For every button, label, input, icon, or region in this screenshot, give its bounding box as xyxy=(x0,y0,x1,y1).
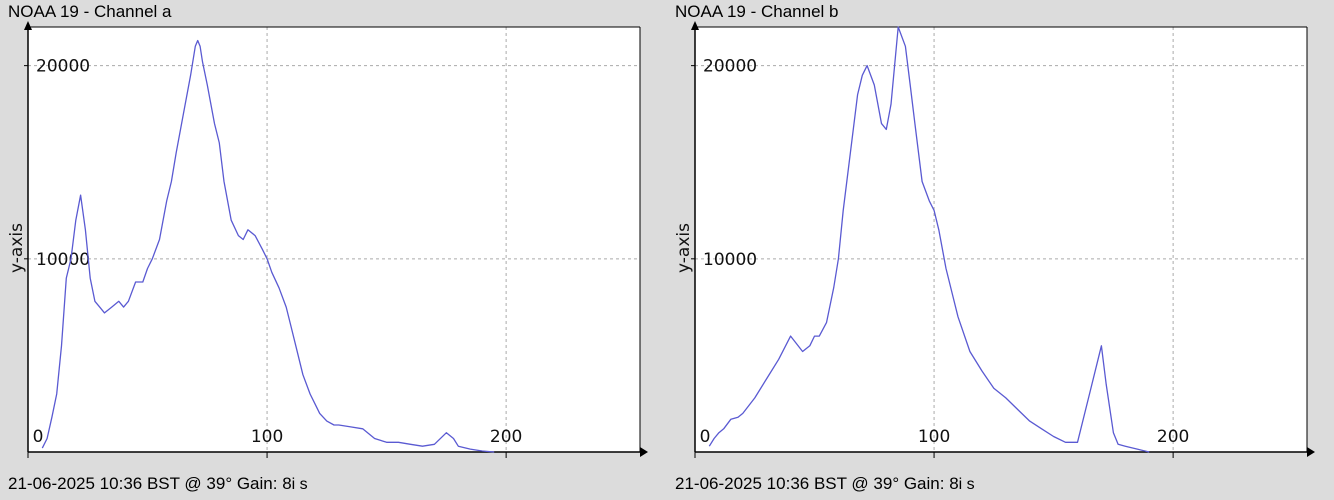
series-line xyxy=(41,39,495,453)
x-tick-label: 100 xyxy=(251,427,283,447)
x-axis-arrow xyxy=(640,447,648,457)
y-tick-label: 20000 xyxy=(703,57,757,77)
x-tick-label: 200 xyxy=(490,427,522,447)
chart-plot-b: 0 100 200 10000 20000 y-axis xyxy=(674,21,1315,458)
chart-panel-b: NOAA 19 - Channel b 0 100 200 10000 20000 y-a… xyxy=(667,0,1334,500)
y-tick-label: 10000 xyxy=(36,250,90,270)
chart-title: NOAA 19 - Channel b xyxy=(675,2,839,21)
x-tick-label: 200 xyxy=(1157,427,1189,447)
x-tick-label: 0 xyxy=(33,427,44,447)
chart-plot-a: 0 100 200 10000 20000 y-axis xyxy=(7,21,648,458)
footer-suffix: i s xyxy=(291,476,308,493)
y-axis-arrow xyxy=(691,21,699,30)
y-tick-label: 10000 xyxy=(703,250,757,270)
series-line xyxy=(708,26,1150,453)
chart-panel-a: NOAA 19 - Channel a 0 100 200 10000 20000 y-a… xyxy=(7,2,648,494)
plot-area xyxy=(695,27,1307,452)
chart-footer: 21-06-2025 10:36 BST @ 39° Gain: 8i s xyxy=(8,474,308,494)
x-tick-label: 100 xyxy=(918,427,950,447)
x-axis-arrow xyxy=(1307,447,1315,457)
y-tick-label: 20000 xyxy=(36,57,90,77)
y-axis-label: y-axis xyxy=(7,223,27,273)
plot-area xyxy=(28,27,640,452)
y-axis-arrow xyxy=(24,21,32,30)
footer-text: 21-06-2025 10:36 BST @ 39° Gain: 8 xyxy=(675,474,959,493)
footer-suffix: i s xyxy=(958,476,975,493)
y-axis-label: y-axis xyxy=(674,223,694,273)
chart-title: NOAA 19 - Channel a xyxy=(8,2,172,21)
chart-footer: 21-06-2025 10:36 BST @ 39° Gain: 8i s xyxy=(675,474,975,494)
x-tick-label: 0 xyxy=(700,427,711,447)
footer-text: 21-06-2025 10:36 BST @ 39° Gain: 8 xyxy=(8,474,292,493)
